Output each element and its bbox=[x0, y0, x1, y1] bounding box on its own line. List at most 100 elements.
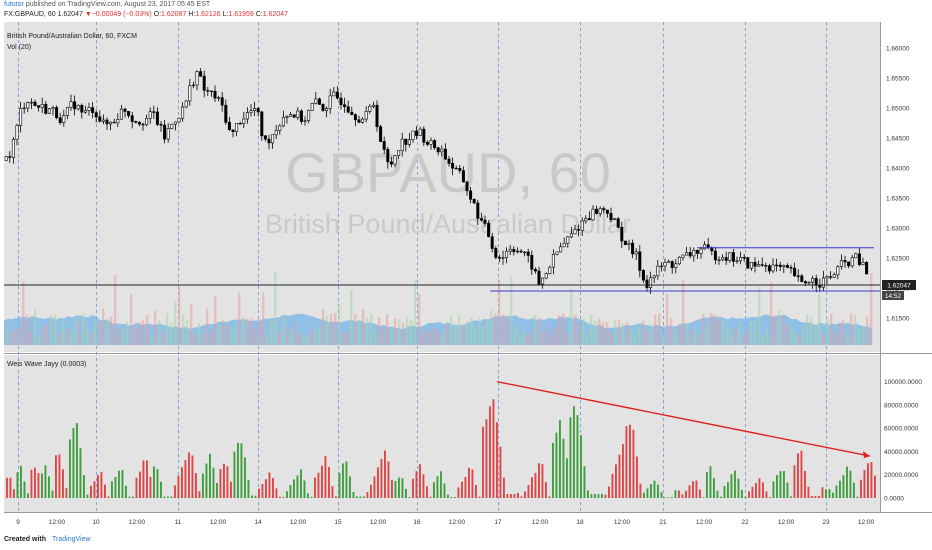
candle-body bbox=[695, 250, 699, 254]
candle-body bbox=[235, 123, 239, 132]
wave-bar bbox=[485, 419, 488, 498]
wave-bar bbox=[114, 476, 117, 498]
wave-bar bbox=[741, 489, 743, 498]
volume-bar bbox=[218, 324, 221, 345]
wave-axis-label: 0.0000 bbox=[884, 496, 904, 503]
candle-body bbox=[55, 107, 59, 119]
wave-bar bbox=[506, 494, 509, 498]
wave-bar bbox=[853, 482, 855, 498]
volume-bar bbox=[294, 322, 297, 345]
tradingview-logo-link[interactable]: TradingView bbox=[52, 536, 91, 543]
volume-bar bbox=[46, 324, 49, 345]
volume-bar bbox=[58, 333, 61, 345]
wave-bar bbox=[692, 481, 694, 498]
wave-bar bbox=[272, 478, 274, 498]
candle-body bbox=[314, 98, 318, 104]
volume-bar bbox=[782, 316, 785, 345]
volume-bar bbox=[322, 308, 325, 345]
volume-bar bbox=[562, 313, 565, 345]
volume-bar bbox=[130, 294, 133, 345]
wave-bar bbox=[734, 470, 736, 498]
volume-bar bbox=[866, 316, 869, 345]
volume-bar bbox=[10, 333, 13, 345]
wave-bar bbox=[422, 474, 425, 498]
wave-bar bbox=[769, 497, 771, 498]
wave-bar bbox=[727, 482, 729, 498]
candle-body bbox=[692, 250, 696, 257]
wave-bar bbox=[412, 478, 414, 498]
candle-body bbox=[699, 248, 703, 254]
volume-bar bbox=[158, 320, 161, 345]
price-axis-label: 1.63000 bbox=[886, 226, 910, 233]
candle-body bbox=[469, 190, 473, 200]
candle-body bbox=[757, 264, 761, 267]
volume-bar bbox=[270, 319, 273, 345]
volume-bar bbox=[818, 294, 821, 345]
volume-bar bbox=[870, 272, 873, 345]
volume-bar bbox=[6, 325, 9, 345]
wave-bar bbox=[265, 479, 267, 498]
wave-bar bbox=[387, 461, 390, 498]
volume-bar bbox=[502, 314, 505, 345]
author-link[interactable]: fututor bbox=[4, 1, 24, 8]
wave-bar bbox=[167, 496, 169, 498]
volume-bar bbox=[70, 331, 73, 345]
close-value: 1.62047 bbox=[262, 11, 288, 18]
wave-bar bbox=[730, 474, 733, 498]
volume-bar bbox=[382, 329, 385, 345]
candle-body bbox=[37, 105, 41, 108]
candle-body bbox=[818, 285, 822, 288]
price-axis-label: 1.65000 bbox=[886, 106, 910, 113]
wave-bar bbox=[618, 454, 621, 498]
volume-bar bbox=[126, 321, 129, 345]
candle-body bbox=[170, 123, 174, 129]
volume-bar bbox=[298, 332, 301, 345]
wave-bar bbox=[587, 490, 589, 498]
volume-bar bbox=[554, 327, 557, 345]
wave-bar bbox=[55, 455, 57, 498]
candle-body bbox=[343, 104, 347, 107]
wave-axis-label: 60000.0000 bbox=[884, 426, 919, 433]
publish-info: fututor published on TradingView.com, Au… bbox=[4, 1, 210, 8]
volume-bar bbox=[714, 314, 717, 345]
volume-area bbox=[4, 271, 873, 345]
volume-bar bbox=[838, 323, 841, 345]
wave-bar bbox=[576, 415, 579, 498]
wave-bar bbox=[832, 492, 834, 498]
symbol-ohlc-line: FX:GBPAUD, 60 1.62047 ▼−0.00049 (−0.03%)… bbox=[4, 11, 288, 18]
volume-bar bbox=[474, 327, 477, 345]
wave-bar bbox=[244, 457, 246, 498]
volume-bar bbox=[226, 324, 229, 345]
price-axis-label: 1.64500 bbox=[886, 136, 910, 143]
wave-bar bbox=[797, 453, 799, 498]
volume-bar bbox=[826, 318, 829, 345]
candle-body bbox=[224, 104, 228, 123]
volume-bar bbox=[658, 313, 661, 345]
volume-bar bbox=[746, 329, 749, 345]
volume-bar bbox=[222, 320, 225, 345]
time-axis-label: 22 bbox=[741, 519, 749, 526]
candle-body bbox=[559, 246, 563, 253]
annotations bbox=[4, 247, 880, 459]
volume-bar bbox=[530, 332, 533, 345]
volume-bar bbox=[374, 331, 377, 345]
candle-body bbox=[386, 149, 390, 163]
volume-bar bbox=[862, 325, 865, 345]
candle-body bbox=[487, 223, 491, 237]
candle-body bbox=[213, 90, 217, 99]
wave-bar bbox=[811, 496, 813, 498]
main-pane-bg bbox=[4, 22, 880, 352]
candle-body bbox=[245, 112, 249, 120]
wave-bar bbox=[51, 490, 54, 498]
candle-body bbox=[685, 252, 689, 256]
wave-bar bbox=[790, 496, 792, 498]
volume-bar bbox=[626, 322, 629, 345]
volume-bar bbox=[594, 320, 597, 345]
candle-body bbox=[418, 128, 422, 136]
wave-bar bbox=[76, 423, 78, 498]
candle-body bbox=[821, 277, 825, 288]
candle-body bbox=[674, 263, 678, 268]
wave-bar bbox=[160, 481, 162, 498]
wave-bar bbox=[646, 488, 649, 498]
